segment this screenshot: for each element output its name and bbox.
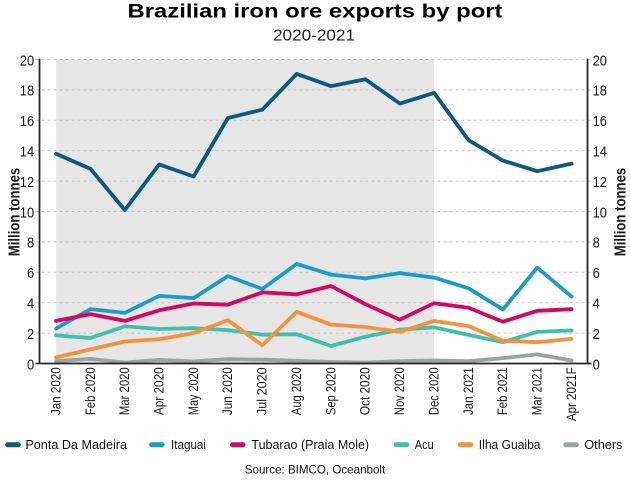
- svg-text:Sep 2020: Sep 2020: [322, 367, 338, 415]
- svg-text:4: 4: [593, 297, 600, 313]
- svg-text:Mar 2020: Mar 2020: [116, 367, 132, 415]
- svg-text:Million tonnes: Million tonnes: [6, 168, 23, 257]
- svg-text:4: 4: [27, 297, 34, 313]
- svg-text:6: 6: [593, 266, 600, 282]
- svg-text:Jan 2020: Jan 2020: [47, 367, 63, 415]
- svg-text:0: 0: [27, 357, 34, 373]
- svg-text:Nov 2020: Nov 2020: [391, 367, 407, 415]
- svg-text:16: 16: [593, 114, 607, 130]
- svg-text:Ilha Guaiba: Ilha Guaiba: [479, 438, 541, 452]
- svg-text:18: 18: [593, 84, 607, 100]
- svg-text:18: 18: [20, 84, 34, 100]
- svg-text:2020-2021: 2020-2021: [273, 28, 355, 45]
- svg-text:Jul 2020: Jul 2020: [254, 367, 270, 415]
- svg-text:Dec 2020: Dec 2020: [425, 367, 441, 415]
- svg-text:Million tonnes: Million tonnes: [612, 168, 629, 257]
- svg-text:16: 16: [20, 114, 34, 130]
- svg-text:Acu: Acu: [415, 438, 434, 452]
- svg-text:Tubarao (Praia Mole): Tubarao (Praia Mole): [251, 438, 369, 452]
- svg-text:Itaguai: Itaguai: [171, 438, 206, 452]
- svg-text:6: 6: [27, 266, 34, 282]
- svg-text:Ponta Da Madeira: Ponta Da Madeira: [25, 438, 127, 452]
- svg-text:May 2020: May 2020: [185, 367, 201, 415]
- svg-text:8: 8: [593, 236, 600, 252]
- svg-text:Jan 2021: Jan 2021: [460, 367, 476, 415]
- svg-text:12: 12: [593, 175, 607, 191]
- svg-text:10: 10: [593, 205, 607, 221]
- svg-text:0: 0: [593, 357, 600, 373]
- svg-text:Oct 2020: Oct 2020: [357, 367, 373, 415]
- svg-text:2: 2: [593, 327, 600, 343]
- svg-text:Feb 2020: Feb 2020: [82, 367, 98, 415]
- svg-text:2: 2: [27, 327, 34, 343]
- svg-text:Apr 2020: Apr 2020: [151, 367, 167, 415]
- svg-text:10: 10: [20, 205, 34, 221]
- svg-text:Brazilian iron ore exports by: Brazilian iron ore exports by port: [128, 2, 504, 23]
- svg-text:Mar 2021: Mar 2021: [529, 367, 545, 415]
- svg-text:14: 14: [20, 145, 34, 161]
- svg-text:Feb 2021: Feb 2021: [494, 367, 510, 415]
- svg-text:20: 20: [20, 53, 34, 69]
- svg-text:Apr 2021F: Apr 2021F: [563, 367, 579, 421]
- svg-text:12: 12: [20, 175, 34, 191]
- svg-text:Source: BIMCO, Oceanbolt: Source: BIMCO, Oceanbolt: [245, 464, 386, 477]
- svg-text:Jun 2020: Jun 2020: [219, 367, 235, 415]
- svg-text:Aug 2020: Aug 2020: [288, 367, 304, 415]
- svg-text:Others: Others: [584, 438, 622, 452]
- svg-text:14: 14: [593, 145, 607, 161]
- svg-text:8: 8: [27, 236, 34, 252]
- svg-text:20: 20: [593, 53, 607, 69]
